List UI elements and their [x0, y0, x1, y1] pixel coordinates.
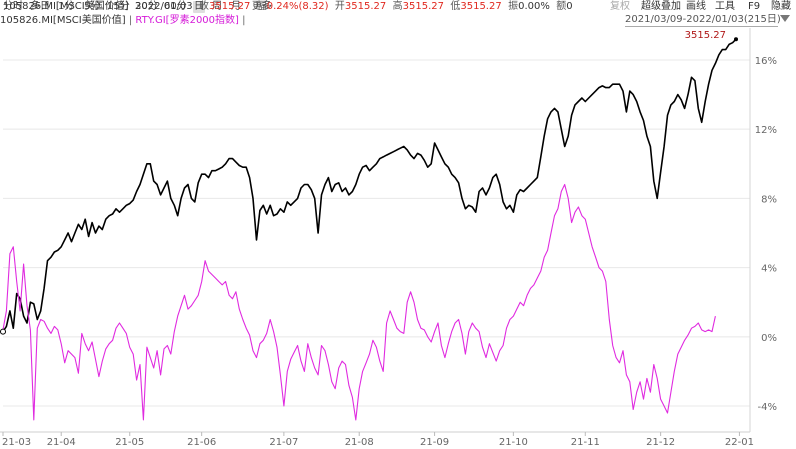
f9-button[interactable]: F9 [748, 1, 761, 12]
x-tick-label: 21-10 [499, 437, 528, 448]
hide-button[interactable]: 隐藏 [771, 1, 791, 12]
quote-date: 2022/01/03 [135, 1, 193, 12]
change-value: 0.24%(8.32) [266, 1, 329, 12]
y-tick-label: 12% [755, 125, 777, 136]
y-tick-label: 8% [761, 194, 777, 205]
msci-series-line [2, 38, 737, 333]
series-legend: 105826.MI[MSCI美国价值] | RTY.GI[罗素2000指数] | [0, 15, 246, 27]
x-tick-label: 21-08 [345, 437, 374, 448]
period-tab-15min[interactable]: 15分 [107, 1, 130, 12]
period-tab-60min[interactable]: 60分 [164, 1, 187, 12]
axis-labels: -4% 0% 4% 8% 12% 16% 21-03 21-04 21-05 21-06 21-07… [2, 30, 777, 448]
y-tick-label: 0% [761, 333, 777, 344]
amplitude-label: 振 [508, 1, 519, 12]
period-tab-more[interactable]: 更多 [252, 1, 272, 12]
legend-separator: | [128, 15, 133, 26]
legend-separator: | [242, 15, 246, 26]
x-tick-label: 21-09 [420, 437, 449, 448]
x-tick-label: 21-03 [2, 437, 31, 448]
open-value: 3515.27 [344, 1, 387, 12]
axes [0, 28, 751, 436]
low-label: 低 [450, 1, 461, 12]
close-value: 3515.27 [209, 1, 251, 12]
high-label: 高 [392, 1, 403, 12]
quote-bar: 105826.MI[MSCI美国价值] 2022/01/03 收3515.27 … [3, 1, 573, 13]
x-tick-label: 22-01 [725, 437, 754, 448]
period-tab-30min[interactable]: 30分 [135, 1, 158, 12]
amplitude-value: 0.00% [518, 1, 550, 12]
amount-label: 额 [556, 1, 567, 12]
period-tab-month[interactable]: 月 [231, 1, 241, 12]
period-toolbar: 分时 多日 1分 5分 15分 30分 60分 日 周 月 更多 复权 超级叠加… [0, 0, 796, 14]
series-lines [0, 37, 738, 421]
open-label: 开 [334, 1, 345, 12]
overlay-button[interactable]: 超级叠加 [641, 1, 681, 12]
period-tab-multiday[interactable]: 多日 [30, 1, 50, 12]
low-value: 3515.27 [460, 1, 502, 12]
x-tick-label: 21-06 [187, 437, 216, 448]
legend-rty[interactable]: RTY.GI[罗素2000指数] [135, 15, 239, 26]
x-tick-label: 21-12 [646, 437, 675, 448]
period-tab-5min[interactable]: 5分 [84, 1, 101, 12]
draw-line-button[interactable]: 画线 [686, 1, 706, 12]
x-tick-label: 21-11 [571, 437, 600, 448]
tools-button[interactable]: 工具 [715, 1, 735, 12]
amount-value: 0 [566, 1, 573, 12]
period-tab-week[interactable]: 周 [212, 1, 222, 12]
x-tick-label: 21-05 [115, 437, 144, 448]
period-tab-1min[interactable]: 1分 [58, 1, 75, 12]
grid [3, 59, 750, 407]
security-name: 105826.MI[MSCI美国价值] [3, 1, 129, 12]
change-label: 幅 [256, 1, 267, 12]
legend-msci[interactable]: 105826.MI[MSCI美国价值] [0, 15, 126, 26]
period-tab-day[interactable]: 日 [193, 1, 205, 13]
x-tick-label: 21-07 [269, 437, 298, 448]
chevron-down-icon[interactable] [780, 15, 790, 22]
x-tick-label: 21-04 [47, 437, 76, 448]
last-price-marker [734, 37, 738, 42]
y-tick-label: 16% [755, 56, 777, 67]
y-tick-label: 4% [761, 264, 777, 275]
y-tick-label: -4% [758, 402, 777, 413]
rty-series-line [2, 183, 716, 421]
last-price-label: 3515.27 [685, 30, 726, 41]
date-range-selector[interactable]: 2021/03/09-2022/01/03(215日) [625, 14, 781, 27]
period-tab-timeshare[interactable]: 分时 [3, 1, 23, 12]
close-label: 收 [199, 1, 209, 12]
series-start-marker [0, 328, 6, 335]
reset-button[interactable]: 复权 [610, 1, 630, 12]
high-value: 3515.27 [402, 1, 444, 12]
